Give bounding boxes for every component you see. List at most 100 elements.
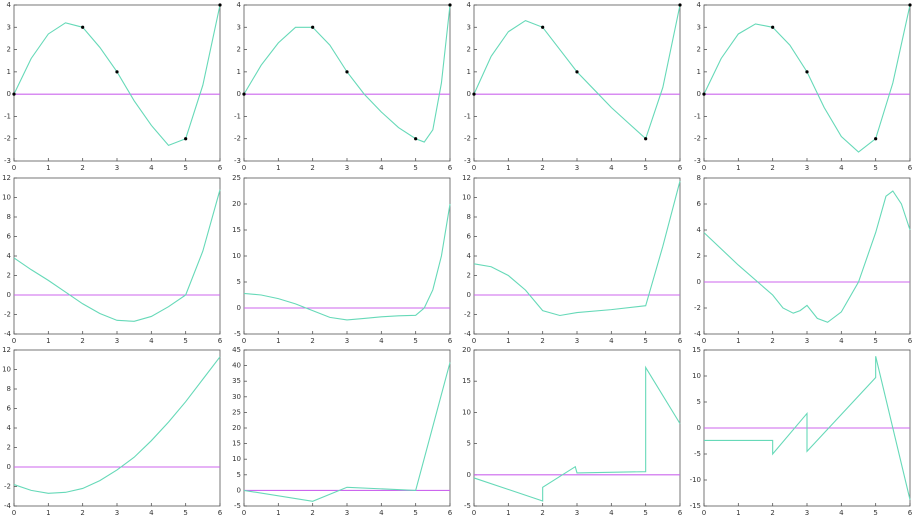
data-point (184, 137, 188, 141)
x-tick-label: 4 (839, 509, 844, 517)
x-tick-label: 0 (472, 337, 476, 345)
data-point (12, 92, 16, 96)
y-tick-label: 12 (2, 174, 11, 182)
curve (243, 362, 451, 502)
y-tick-label: 10 (2, 366, 11, 374)
y-tick-label: 0 (467, 291, 471, 299)
y-tick-label: 4 (697, 226, 702, 234)
x-tick-label: 0 (12, 164, 16, 172)
y-tick-label: 2 (7, 272, 11, 280)
x-tick-label: 5 (873, 164, 877, 172)
y-tick-label: 0 (237, 90, 241, 98)
data-point (414, 137, 418, 141)
x-tick-label: 6 (908, 509, 913, 517)
x-tick-label: 6 (908, 164, 913, 172)
x-tick-label: 4 (149, 509, 154, 517)
y-tick-label: 0 (7, 463, 11, 471)
y-tick-label: -4 (694, 330, 702, 338)
x-tick-label: 1 (736, 337, 740, 345)
y-tick-label: -3 (234, 157, 241, 165)
data-point (311, 25, 315, 29)
y-tick-label: 2 (697, 46, 701, 54)
y-tick-label: 0 (237, 304, 241, 312)
x-tick-label: 2 (80, 164, 84, 172)
y-tick-label: -4 (464, 330, 472, 338)
y-tick-label: 3 (237, 23, 241, 31)
y-tick-label: -15 (690, 502, 701, 510)
data-point (81, 25, 85, 29)
x-tick-label: 3 (115, 164, 119, 172)
x-tick-label: 6 (448, 509, 453, 517)
y-tick-label: 6 (7, 405, 12, 413)
y-tick-label: -10 (690, 476, 701, 484)
y-tick-label: -3 (4, 157, 11, 165)
x-tick-label: 3 (805, 509, 809, 517)
y-tick-label: -2 (464, 135, 471, 143)
x-tick-label: 5 (413, 164, 417, 172)
y-tick-label: 4 (237, 1, 242, 9)
x-tick-label: 4 (839, 337, 844, 345)
y-tick-label: -1 (694, 112, 701, 120)
x-tick-label: 3 (575, 337, 579, 345)
x-tick-label: 0 (702, 337, 706, 345)
y-tick-label: 3 (697, 23, 701, 31)
x-tick-label: 1 (276, 509, 280, 517)
y-tick-label: 5 (237, 278, 241, 286)
y-tick-label: -2 (464, 311, 471, 319)
y-tick-label: -5 (234, 330, 241, 338)
x-tick-label: 5 (183, 337, 187, 345)
x-tick-label: 1 (736, 509, 740, 517)
y-tick-label: 4 (7, 424, 12, 432)
y-tick-label: 30 (232, 393, 241, 401)
curve (704, 356, 911, 500)
x-tick-label: 5 (643, 509, 647, 517)
data-point (218, 3, 222, 7)
y-tick-label: -2 (234, 135, 241, 143)
x-tick-label: 5 (873, 509, 877, 517)
x-tick-label: 4 (379, 164, 384, 172)
y-tick-label: 4 (467, 1, 472, 9)
y-tick-label: 15 (462, 377, 471, 385)
y-tick-label: 8 (7, 385, 11, 393)
y-tick-label: -2 (4, 311, 11, 319)
x-tick-label: 6 (908, 337, 913, 345)
plot-frame (243, 177, 451, 335)
y-tick-label: 25 (232, 174, 241, 182)
data-point (472, 92, 476, 96)
x-tick-label: 3 (115, 509, 119, 517)
y-tick-label: 10 (462, 194, 471, 202)
x-tick-label: 5 (183, 509, 187, 517)
x-tick-label: 6 (218, 509, 223, 517)
y-tick-label: -2 (4, 135, 11, 143)
plot-frame (473, 4, 681, 162)
x-tick-label: 0 (472, 164, 476, 172)
y-tick-label: -4 (4, 330, 12, 338)
x-tick-label: 3 (575, 509, 579, 517)
x-tick-label: 3 (345, 509, 349, 517)
y-tick-label: 2 (467, 46, 471, 54)
x-tick-label: 1 (46, 509, 50, 517)
y-tick-label: -5 (234, 502, 241, 510)
x-tick-label: 4 (149, 164, 154, 172)
y-tick-label: 6 (697, 200, 702, 208)
x-tick-label: 5 (183, 164, 187, 172)
y-tick-label: 0 (467, 90, 471, 98)
x-tick-label: 1 (46, 164, 50, 172)
plot-frame (703, 177, 911, 335)
y-tick-label: 35 (232, 377, 241, 385)
x-tick-label: 6 (218, 337, 223, 345)
x-tick-label: 6 (218, 164, 223, 172)
data-point (644, 137, 648, 141)
data-point (242, 92, 246, 96)
x-tick-label: 5 (413, 509, 417, 517)
y-tick-label: -2 (694, 135, 701, 143)
curve (13, 189, 221, 322)
y-tick-label: -5 (464, 502, 471, 510)
x-tick-label: 4 (839, 164, 844, 172)
data-point (805, 70, 809, 74)
y-tick-label: 15 (232, 226, 241, 234)
y-tick-label: 3 (467, 23, 471, 31)
x-tick-label: 4 (149, 337, 154, 345)
x-tick-label: 0 (12, 509, 16, 517)
y-tick-label: 15 (692, 346, 701, 354)
